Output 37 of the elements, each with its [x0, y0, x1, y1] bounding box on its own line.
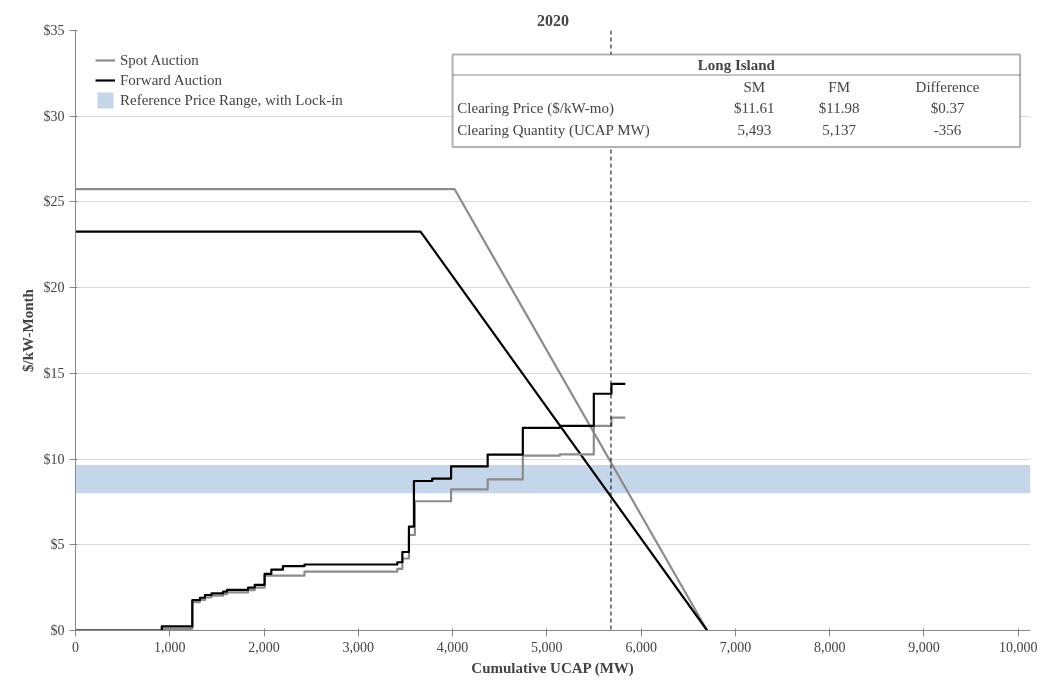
y-tick-label: $15	[43, 365, 65, 381]
annotation: FM	[828, 79, 850, 96]
y-axis-title: $/kW-Month	[19, 288, 36, 372]
x-tick-label: 9,000	[908, 639, 940, 655]
annotation: Difference	[915, 79, 980, 96]
x-tick-label: 1,000	[154, 639, 186, 655]
x-tick-label: 2,000	[248, 639, 280, 655]
y-tick-label: $5	[50, 537, 65, 553]
legend-label: Spot Auction	[120, 51, 200, 69]
y-tick-label: $25	[43, 194, 65, 210]
x-tick-label: 10,000	[998, 639, 1038, 655]
x-tick-label: 0	[72, 639, 79, 655]
annotation: Long Island	[697, 56, 776, 73]
annotation: SM	[743, 79, 766, 96]
x-tick-label: 5,000	[531, 639, 563, 655]
x-tick-label: 7,000	[719, 639, 752, 655]
chart-title: 2020	[537, 11, 569, 29]
x-tick-label: 6,000	[625, 639, 657, 655]
legend-label: Forward Auction	[120, 71, 224, 89]
annotation: -356	[933, 121, 962, 138]
y-tick-label: $30	[43, 108, 65, 124]
x-axis-title: Cumulative UCAP (MW)	[471, 659, 634, 677]
y-tick-label: $35	[43, 23, 65, 38]
annotation: $11.61	[733, 99, 775, 116]
annotation: 5,493	[737, 121, 772, 138]
annotation: $11.98	[818, 99, 860, 116]
annotation: $0.37	[930, 99, 965, 116]
y-tick-label: $10	[43, 451, 65, 467]
annotation: 5,137	[822, 121, 857, 138]
annotation: Clearing Quantity (UCAP MW)	[457, 121, 650, 139]
x-tick-label: 8,000	[813, 639, 846, 655]
x-tick-label: 3,000	[342, 639, 375, 655]
annotation: Clearing Price ($/kW-mo)	[457, 99, 614, 117]
x-tick-label: 4,000	[436, 639, 469, 655]
y-tick-label: $20	[43, 280, 65, 296]
y-tick-label: $0	[50, 623, 65, 638]
legend-label: Reference Price Range, with Lock-in	[120, 91, 344, 109]
